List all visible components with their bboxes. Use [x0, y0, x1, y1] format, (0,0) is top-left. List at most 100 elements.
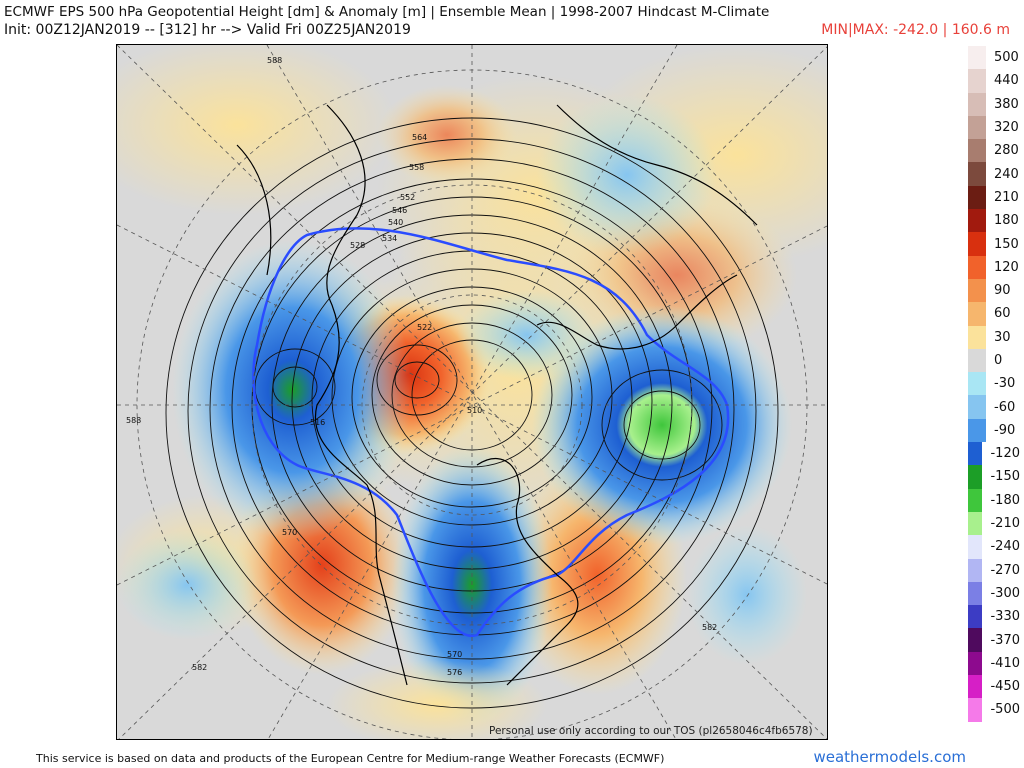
colorbar-entry: 210 — [968, 185, 1020, 210]
colorbar-entry: 500 — [968, 46, 1020, 70]
colorbar-swatch — [968, 69, 986, 93]
colorbar-swatch — [968, 255, 986, 279]
colorbar-entry: 150 — [968, 232, 1020, 256]
contour-label: 528 — [350, 241, 365, 250]
contour-label: 534 — [382, 234, 397, 243]
colorbar-entry: -150 — [968, 465, 1020, 489]
min-max-readout: MIN|MAX: -242.0 | 160.6 m — [821, 22, 1010, 38]
graticule — [117, 45, 827, 739]
colorbar-swatch — [968, 232, 986, 256]
colorbar-entry: -210 — [968, 511, 1020, 536]
contour-label: 558 — [409, 163, 424, 172]
colorbar-swatch — [968, 535, 983, 559]
anomaly-negative-area — [537, 95, 717, 255]
map-title: ECMWF EPS 500 hPa Geopotential Height [d… — [4, 4, 770, 20]
colorbar-swatch — [968, 395, 986, 419]
anomaly-colorbar: 500 440 380 320 280 240 210 180 150 120 90 60 30 0 -30… — [968, 46, 1020, 722]
colorbar-swatch — [968, 465, 983, 489]
attribution-footer: This service is based on data and produc… — [36, 752, 665, 765]
meridian-line — [118, 46, 827, 739]
colorbar-label: 120 — [994, 259, 1019, 275]
colorbar-swatch — [968, 675, 983, 699]
colorbar-entry: -330 — [968, 605, 1020, 629]
colorbar-label: 280 — [994, 143, 1019, 159]
contour-label: 522 — [417, 323, 432, 332]
meridian-line — [117, 225, 827, 586]
brand-link[interactable]: weathermodels.com — [813, 748, 966, 766]
contour-line — [623, 390, 701, 460]
colorbar-label: 0 — [994, 353, 1003, 368]
contour-line — [601, 369, 723, 481]
contour-label: 582 — [192, 663, 207, 672]
terms-of-service-note: Personal use only according to our TOS (… — [489, 725, 813, 737]
colorbar-entry: -120 — [968, 442, 1020, 466]
colorbar-label: -330 — [990, 609, 1020, 625]
contour-label: 510 — [467, 406, 482, 415]
contour-label: 552 — [400, 193, 415, 202]
anomaly-trough-europe — [532, 305, 792, 545]
map-canvas: Personal use only according to our TOS (… — [117, 45, 827, 739]
contour-line — [411, 339, 533, 451]
colorbar-swatch — [968, 558, 983, 582]
colorbar-label: 500 — [994, 50, 1019, 66]
contour-label: 540 — [388, 218, 403, 227]
contour-label: 546 — [392, 206, 407, 215]
colorbar-label: -410 — [990, 655, 1020, 671]
colorbar-entry: 60 — [968, 302, 1020, 326]
colorbar-entry: 280 — [968, 139, 1020, 163]
coastline-path — [556, 104, 758, 226]
anomaly-positive-area — [327, 660, 547, 739]
colorbar-label: 60 — [994, 306, 1011, 322]
colorbar-label: -300 — [990, 585, 1020, 601]
init-valid-line: Init: 00Z12JAN2019 -- [312] hr --> Valid… — [4, 22, 411, 38]
contour-label: 582 — [702, 623, 717, 632]
colorbar-label: 380 — [994, 96, 1019, 112]
anomaly-negative-area — [457, 290, 597, 380]
contour-label: 570 — [282, 528, 297, 537]
colorbar-swatch — [968, 651, 983, 676]
colorbar-label: 240 — [994, 166, 1019, 182]
colorbar-label: -240 — [990, 539, 1020, 555]
colorbar-entry: 90 — [968, 278, 1020, 303]
anomaly-negative-area — [687, 525, 807, 665]
contour-line — [187, 138, 757, 684]
colorbar-swatch — [968, 278, 986, 303]
colorbar-label: 210 — [994, 189, 1019, 205]
colorbar-swatch — [968, 209, 986, 233]
anomaly-negative-area — [117, 530, 257, 640]
colorbar-entry: 0 — [968, 348, 1020, 373]
colorbar-swatch — [968, 92, 986, 116]
colorbar-label: -120 — [990, 446, 1020, 462]
contour-label: 564 — [412, 133, 427, 142]
colorbar-entry: -370 — [968, 628, 1020, 652]
colorbar-label: 320 — [994, 120, 1019, 136]
coastlines — [236, 104, 758, 686]
colorbar-entry: -60 — [968, 395, 1020, 419]
colorbar-swatch — [968, 302, 986, 326]
anomaly-positive-area — [377, 85, 517, 185]
meridian-line — [267, 45, 678, 739]
coastline-path — [236, 144, 272, 276]
colorbar-swatch — [968, 162, 986, 186]
colorbar-swatch — [968, 185, 986, 210]
colorbar-entry: -270 — [968, 558, 1020, 582]
coastline-path — [536, 274, 738, 350]
polar-map: Personal use only according to our TOS (… — [116, 44, 828, 740]
colorbar-label: -60 — [994, 399, 1016, 415]
colorbar-label: -180 — [990, 492, 1020, 508]
coastline-path — [314, 104, 408, 686]
contour-label: 516 — [310, 418, 325, 427]
contour-label: 576 — [447, 668, 462, 677]
colorbar-swatch — [968, 325, 986, 349]
colorbar-entry: 180 — [968, 209, 1020, 233]
colorbar-label: 150 — [994, 236, 1019, 252]
contour-line — [272, 366, 318, 408]
contour-label: 570 — [447, 650, 462, 659]
colorbar-entry: -300 — [968, 581, 1020, 606]
colorbar-entry: 30 — [968, 325, 1020, 349]
colorbar-entry: 380 — [968, 92, 1020, 116]
colorbar-swatch — [968, 46, 986, 70]
colorbar-label: -270 — [990, 562, 1020, 578]
colorbar-label: -500 — [990, 702, 1020, 718]
colorbar-swatch — [968, 605, 983, 629]
